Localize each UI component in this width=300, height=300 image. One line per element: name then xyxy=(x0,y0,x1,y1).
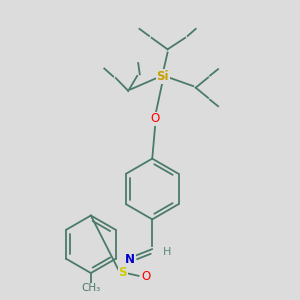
Text: O: O xyxy=(151,112,160,125)
Text: CH₃: CH₃ xyxy=(81,283,101,293)
Text: Si: Si xyxy=(157,70,169,83)
Text: N: N xyxy=(125,253,135,266)
Text: O: O xyxy=(141,270,151,284)
Text: H: H xyxy=(162,247,171,257)
Text: S: S xyxy=(118,266,127,279)
